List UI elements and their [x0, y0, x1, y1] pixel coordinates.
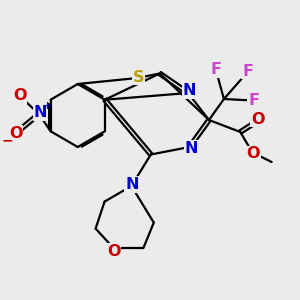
- Text: S: S: [133, 70, 144, 85]
- Text: O: O: [9, 126, 23, 141]
- Text: O: O: [13, 88, 27, 104]
- Text: N: N: [34, 105, 47, 120]
- Text: N: N: [183, 83, 196, 98]
- Text: F: F: [211, 62, 222, 77]
- Text: N: N: [184, 141, 198, 156]
- Text: +: +: [43, 100, 52, 111]
- Text: F: F: [248, 93, 259, 108]
- Text: O: O: [107, 244, 120, 259]
- Text: N: N: [125, 177, 139, 192]
- Text: F: F: [242, 64, 253, 79]
- Text: O: O: [246, 146, 260, 161]
- Text: −: −: [1, 133, 13, 147]
- Text: O: O: [251, 112, 264, 127]
